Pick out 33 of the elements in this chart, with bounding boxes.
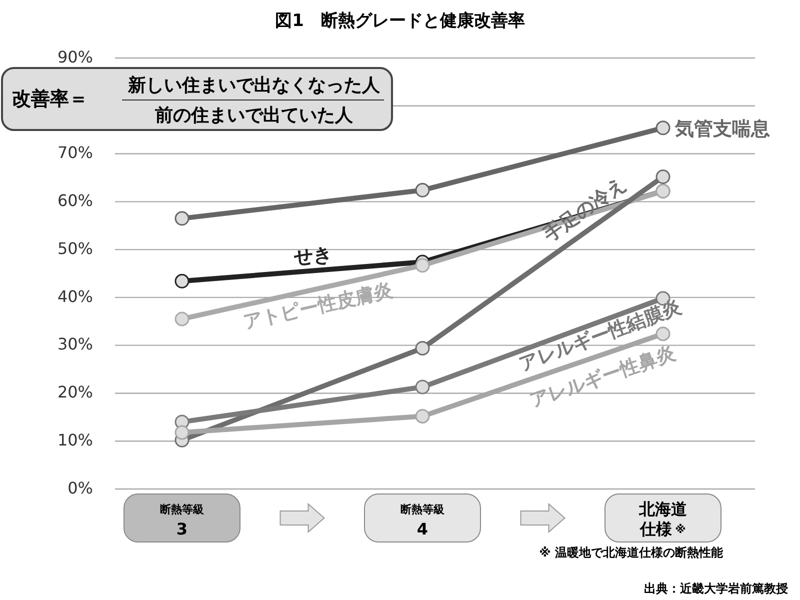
point <box>174 211 190 226</box>
point <box>415 380 430 394</box>
point <box>415 258 430 273</box>
source-note: 出典：近畿大学岩前篤教授 <box>644 581 788 596</box>
point <box>174 312 190 326</box>
y-tick-label: 10% <box>57 430 93 450</box>
text: 改善率＝ <box>12 88 88 110</box>
x-tick-label: 北海道仕様※ <box>638 499 688 538</box>
x-tick-label: 断熱等級 3 <box>160 503 205 538</box>
y-tick-label: 70% <box>57 143 93 162</box>
y-tick-label: 0% <box>68 478 93 498</box>
y-tick-label: 60% <box>57 191 93 210</box>
annotation: 前の住まいで出ていた人 <box>154 104 354 126</box>
point <box>415 340 430 356</box>
text: ※ 温暖地で北海道仕様の断熱性能 <box>539 545 724 560</box>
point <box>174 274 190 288</box>
x-tick-label: 断熱等級 4 <box>400 503 446 538</box>
series-label: せき <box>292 243 333 268</box>
text: 手足の冷え <box>538 172 630 247</box>
point <box>656 120 670 136</box>
y-tick-label: 40% <box>57 286 93 306</box>
y-tick-label: 20% <box>57 382 93 402</box>
point <box>656 326 670 342</box>
point <box>656 170 670 184</box>
point <box>174 425 190 440</box>
y-tick-label: 30% <box>57 334 93 354</box>
y-tick-label: 50% <box>57 238 93 258</box>
chart-title: 図1 断熱グレードと健康改善率 <box>275 10 525 31</box>
annotation: 新しい住まいで出なくなった人 <box>127 74 381 96</box>
y-tick-label: 90% <box>57 47 93 66</box>
point <box>415 182 430 198</box>
point <box>415 408 430 424</box>
series-label: 気管支喘息 <box>674 118 770 140</box>
